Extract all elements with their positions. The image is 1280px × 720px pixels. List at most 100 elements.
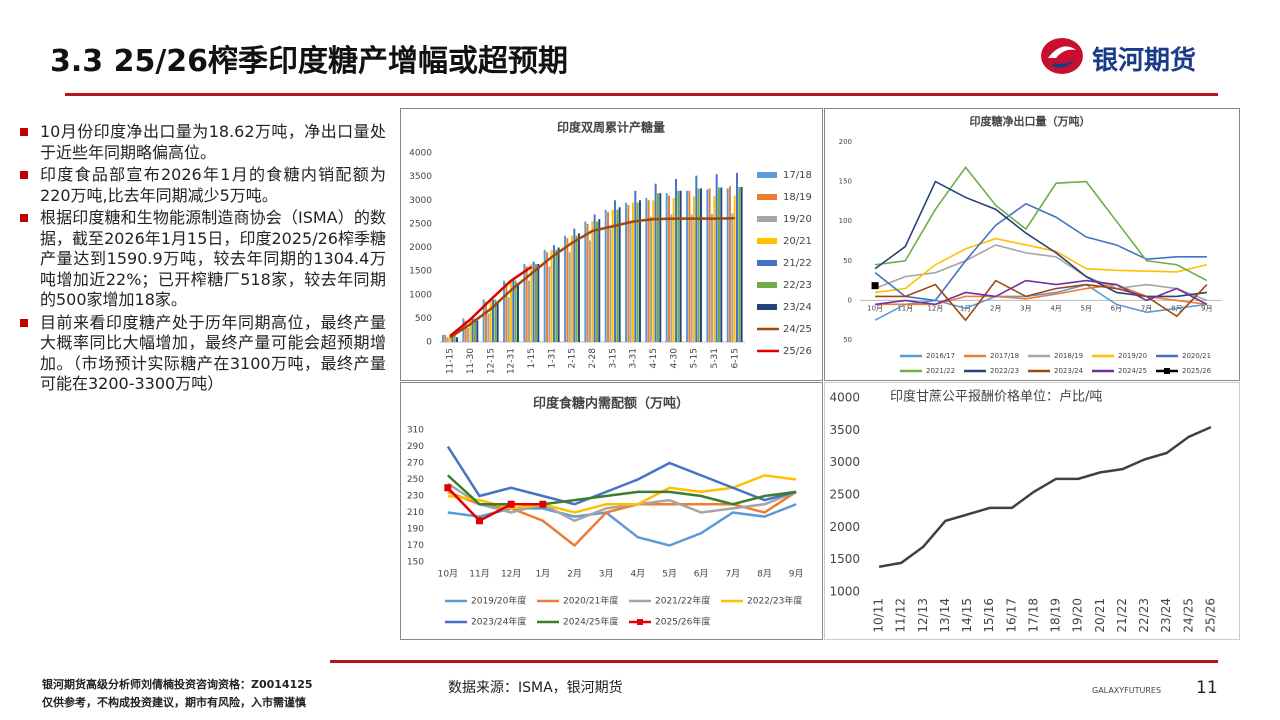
x-tick-label: 6-15 xyxy=(730,348,740,368)
marker xyxy=(476,517,483,525)
y-tick-label: 1500 xyxy=(409,267,432,277)
x-tick-label: 2月 xyxy=(990,304,1001,312)
line xyxy=(449,216,735,339)
page-number: 11 xyxy=(1196,678,1218,698)
bar xyxy=(733,195,736,342)
bar xyxy=(516,282,519,342)
x-tick-label: 1月 xyxy=(535,569,550,580)
bar xyxy=(494,299,497,342)
legend-swatch xyxy=(757,194,777,200)
bar xyxy=(688,190,691,342)
brand: GALAXYFUTURES xyxy=(1092,686,1162,695)
y-tick-label: 1000 xyxy=(409,290,432,300)
legend-label: 21/22 xyxy=(783,258,812,269)
x-tick-label: 17/18 xyxy=(1026,598,1040,633)
y-tick-label: 3500 xyxy=(829,423,860,437)
y-tick-label: 270 xyxy=(407,459,424,469)
bar xyxy=(659,193,662,342)
x-tick-label: 10/11 xyxy=(872,598,886,633)
x-tick-label: 12-15 xyxy=(486,348,496,374)
line xyxy=(874,166,1208,282)
bar xyxy=(740,187,743,342)
bar xyxy=(656,193,659,342)
y-tick-label: 230 xyxy=(407,492,424,502)
x-tick-label: 12/13 xyxy=(916,598,930,633)
bullet: 目前来看印度糖产处于历年同期高位，最终产量大概率同比大幅增加，最终产量可能会超预… xyxy=(18,313,386,395)
bar xyxy=(467,327,469,342)
bar xyxy=(566,238,569,342)
bar xyxy=(668,195,670,342)
bar xyxy=(690,214,693,342)
legend-label: 25/26 xyxy=(783,346,812,357)
bar xyxy=(528,280,530,342)
bar xyxy=(514,280,517,342)
bar xyxy=(485,301,487,342)
y-tick-label: 210 xyxy=(407,508,424,518)
marker xyxy=(444,484,452,492)
legend-label: 20/21 xyxy=(783,236,812,247)
x-tick-label: 8月 xyxy=(757,569,772,580)
bar xyxy=(729,186,731,342)
bar xyxy=(537,264,540,342)
legend-label: 22/23 xyxy=(783,280,812,291)
bar xyxy=(715,174,718,342)
x-tick-label: 13/14 xyxy=(938,598,952,633)
legend-label: 19/20 xyxy=(783,214,812,225)
bar xyxy=(564,235,567,342)
x-tick-label: 16/17 xyxy=(1004,598,1018,633)
x-tick-label: 10月 xyxy=(867,304,883,312)
legend-marker xyxy=(637,619,643,625)
x-tick-label: 4月 xyxy=(1050,304,1061,312)
bar xyxy=(543,249,546,342)
legend-label: 23/24 xyxy=(783,302,812,313)
marker xyxy=(507,500,515,508)
chart-title: 印度糖净出口量（万吨） xyxy=(970,114,1091,128)
x-tick-label: 12月 xyxy=(501,569,521,580)
y-tick-label: 150 xyxy=(839,178,852,186)
bar xyxy=(672,197,675,342)
legend-marker xyxy=(1164,368,1170,374)
bar xyxy=(611,209,614,342)
y-tick-label: 150 xyxy=(407,558,424,568)
bar xyxy=(613,200,616,342)
x-tick-label: 5-31 xyxy=(710,348,720,368)
bar xyxy=(503,280,506,342)
slide-title: 3.3 25/26榨季印度糖产增幅或超预期 xyxy=(50,44,569,79)
legend-label: 2021/22年度 xyxy=(655,595,710,607)
legend-label: 2025/26 xyxy=(1182,367,1212,375)
y-tick-label: 0 xyxy=(426,338,432,348)
bar xyxy=(665,193,668,342)
y-tick-label: 200 xyxy=(839,138,852,146)
legend-label: 2018/19 xyxy=(1054,352,1083,360)
bar xyxy=(444,334,447,342)
bar xyxy=(595,221,598,342)
y-tick-label: 50 xyxy=(843,336,852,344)
x-tick-label: 25/26 xyxy=(1203,598,1217,633)
bar xyxy=(530,264,533,342)
legend-label: 2019/20年度 xyxy=(471,595,526,607)
y-tick-label: 290 xyxy=(407,442,424,452)
bar xyxy=(532,261,535,342)
legend-swatch xyxy=(757,282,777,288)
footer-rule xyxy=(330,660,1218,663)
x-tick-label: 14/15 xyxy=(960,598,974,633)
x-tick-label: 9月 xyxy=(1201,304,1212,312)
y-tick-label: 3500 xyxy=(409,172,432,182)
bullet: 根据印度糖和生物能源制造商协会（ISMA）的数据，截至2026年1月15日，印度… xyxy=(18,208,386,311)
line xyxy=(874,244,1208,302)
y-tick-label: 100 xyxy=(839,217,852,225)
bar xyxy=(462,318,465,342)
bar xyxy=(609,228,612,342)
y-tick-label: 500 xyxy=(415,314,432,324)
bar xyxy=(735,172,738,342)
line xyxy=(874,279,1208,306)
x-tick-label: 2-28 xyxy=(588,348,598,369)
bar xyxy=(473,318,476,342)
source: 数据来源：ISMA，银河期货 xyxy=(448,680,623,696)
bullet: 印度食品部宣布2026年1月的食糖内销配额为220万吨,比去年同期减少5万吨。 xyxy=(18,165,386,206)
chart-title: 印度食糖内需配额（万吨） xyxy=(533,396,689,412)
bar xyxy=(496,301,499,342)
x-tick-label: 11-30 xyxy=(466,348,476,374)
x-tick-label: 11/12 xyxy=(894,598,908,633)
